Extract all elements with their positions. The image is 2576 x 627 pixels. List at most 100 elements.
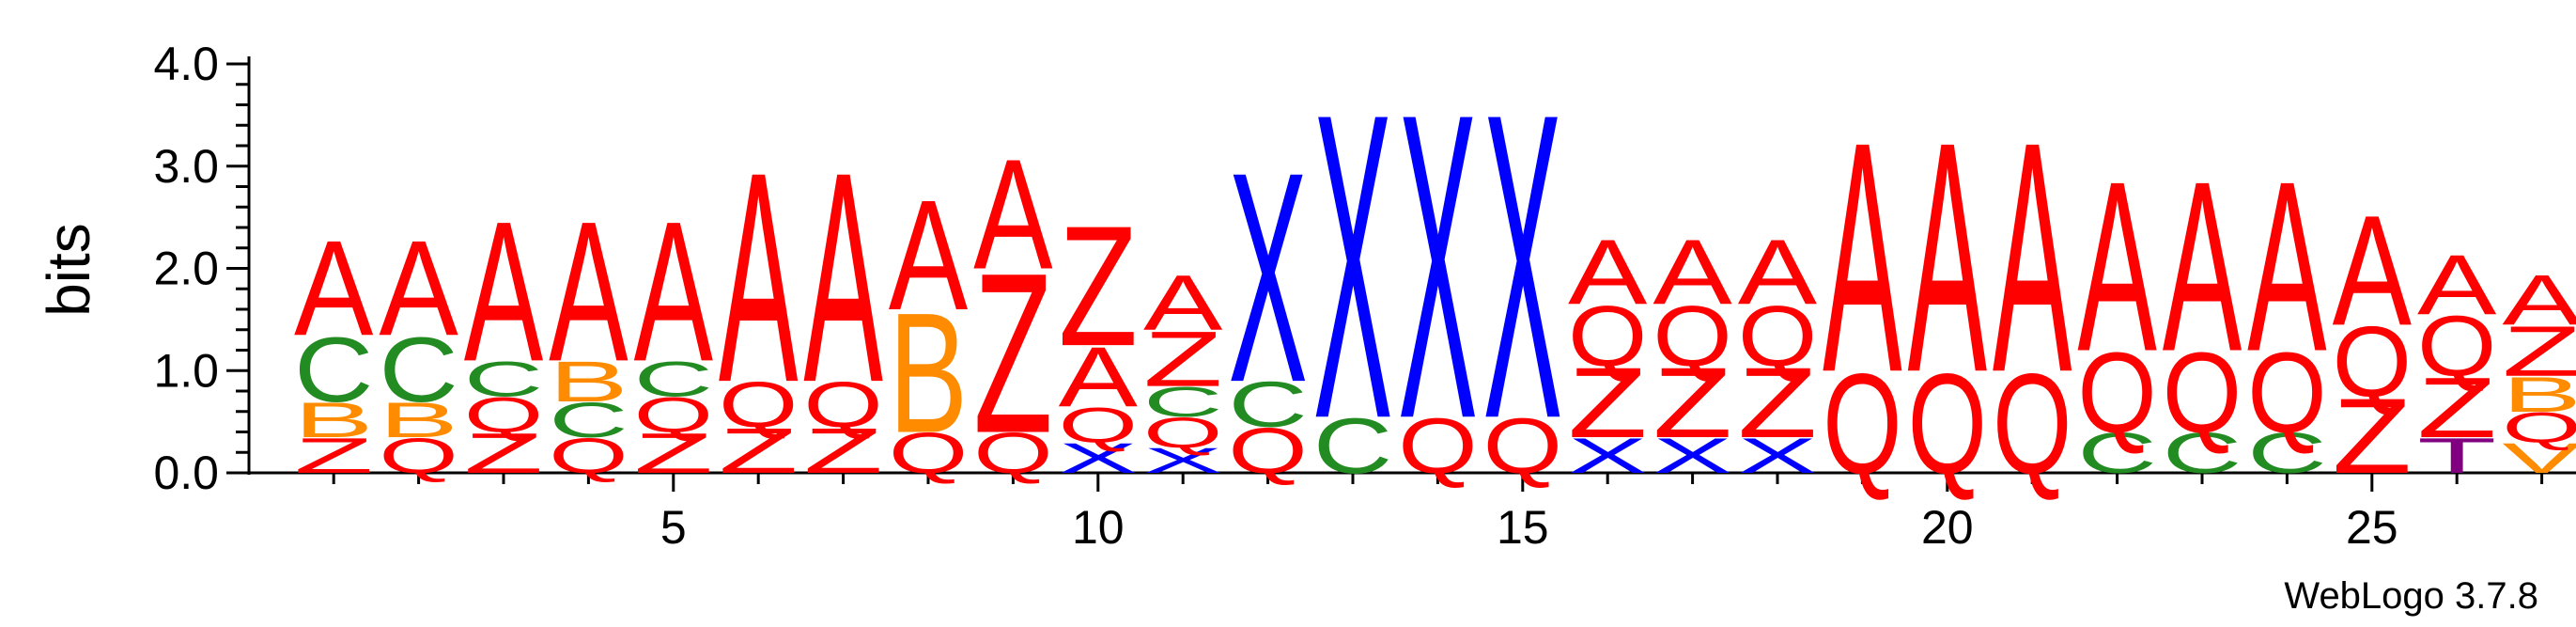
logo-letter-A: A — [803, 110, 882, 445]
y-tick-label: 0.0 — [153, 447, 219, 499]
logo-letter-Z: Z — [634, 421, 713, 485]
logo-letter-Q: Q — [2333, 306, 2412, 417]
logo-letter-A: A — [2417, 238, 2497, 334]
logo-letter-Q: Q — [1823, 344, 1901, 503]
logo-letter-Z: Z — [1568, 347, 1647, 459]
logo-letter-A: A — [889, 168, 969, 343]
logo-column-9: QZA — [973, 128, 1053, 486]
logo-letter-A: A — [1738, 221, 1818, 324]
logo-letter-Q: Q — [1483, 401, 1562, 490]
logo-letter-B: B — [889, 278, 968, 469]
y-axis: 0.0 1.0 2.0 3.0 4.0 — [153, 38, 251, 499]
logo-letter-A: A — [719, 110, 798, 445]
logo-letter-A: A — [2247, 132, 2327, 402]
logo-letter-A: A — [2163, 132, 2242, 402]
logo-letter-X: X — [1568, 428, 1647, 484]
logo-letter-X: X — [1483, 23, 1562, 509]
logo-letter-C: C — [634, 352, 713, 407]
logo-letter-A: A — [1653, 221, 1732, 324]
logo-letter-A: A — [379, 212, 458, 364]
logo-letter-C: C — [379, 317, 458, 420]
logo-letter-Z: Z — [464, 421, 543, 485]
logo-letter-X: X — [1653, 428, 1731, 484]
logo-column-25: ZQA — [2333, 183, 2413, 495]
logo-letter-X: X — [1738, 428, 1817, 484]
logo-letter-A: A — [634, 181, 714, 404]
logo-letter-A: A — [464, 181, 544, 404]
logo-letter-T: T — [2417, 428, 2496, 483]
logo-letter-Q: Q — [1228, 415, 1307, 487]
logo-letter-A: A — [2077, 132, 2157, 402]
logo-letter-Q: Q — [1568, 289, 1647, 384]
logo-letter-A: A — [1143, 259, 1223, 347]
y-axis-label: bits — [35, 223, 102, 317]
logo-letter-Z: Z — [803, 415, 882, 488]
logo-letter-B: B — [549, 350, 628, 414]
logo-letter-A: A — [1823, 73, 1902, 441]
x-tick-label: 20 — [1921, 501, 1974, 554]
logo-letter-Q: Q — [803, 369, 882, 441]
logo-letter-C: C — [549, 393, 628, 448]
logo-letter-C: C — [2077, 421, 2156, 485]
logo-column-14: QX — [1398, 23, 1477, 509]
logo-letter-Z: Z — [2333, 376, 2412, 496]
x-axis: 5 10 15 20 25 — [249, 471, 2576, 554]
logo-letter-Z: Z — [2502, 311, 2576, 391]
logo-letter-Q: Q — [1993, 344, 2072, 503]
logo-letter-Q: Q — [1398, 401, 1477, 490]
logo-letter-Q: Q — [2247, 330, 2326, 457]
logo-letter-Z: Z — [719, 415, 798, 488]
logo-letter-X: X — [1143, 440, 1222, 480]
logo-letter-C: C — [2247, 421, 2326, 485]
logo-letter-B: B — [379, 392, 458, 448]
logo-letter-Z: Z — [2417, 359, 2496, 455]
logo-column-21: QA — [1993, 73, 2072, 503]
x-tick-label: 25 — [2346, 501, 2398, 554]
logo-column-15: QX — [1483, 23, 1562, 509]
logo-letter-X: X — [1228, 110, 1307, 445]
logo-letter-Q: Q — [1908, 344, 1987, 503]
logo-letter-X: X — [1313, 23, 1392, 509]
x-tick-label: 10 — [1072, 501, 1125, 554]
logo-letter-A: A — [1059, 329, 1139, 425]
logo-column-24: CQA — [2247, 132, 2327, 485]
logo-letter-A: A — [2333, 183, 2413, 358]
logo-letter-C: C — [2163, 421, 2242, 485]
logo-letter-Z: Z — [1143, 316, 1222, 403]
logo-letter-Q: Q — [719, 369, 798, 441]
logo-letter-Q: Q — [379, 429, 458, 484]
logo-letter-Q: Q — [1143, 409, 1222, 457]
logo-column-12: QCX — [1228, 110, 1307, 487]
logo-letter-Z: Z — [1059, 192, 1138, 383]
logo-letter-A: A — [973, 128, 1053, 303]
logo-letter-A: A — [549, 181, 628, 404]
weblogo-credit: WebLogo 3.7.8 — [2284, 575, 2538, 617]
logo-column-19: QA — [1823, 73, 1902, 503]
logo-letter-Q: Q — [464, 387, 543, 443]
logo-letter-A: A — [1568, 221, 1648, 324]
logo-letter-Q: Q — [889, 421, 968, 485]
logo-letter-A: A — [294, 212, 374, 364]
logo-letter-Q: Q — [973, 421, 1052, 485]
logo-letter-Q: Q — [1653, 289, 1731, 384]
logo-letter-C: C — [464, 352, 543, 407]
logo-column-7: ZQA — [803, 110, 882, 487]
y-tick-label: 1.0 — [153, 344, 219, 397]
logo-letter-Q: Q — [1059, 398, 1138, 453]
y-tick-label: 4.0 — [153, 38, 219, 90]
logo-letter-C: C — [294, 317, 373, 420]
logo-column-23: CQA — [2163, 132, 2242, 485]
logo-letter-Q: Q — [1738, 289, 1817, 384]
logo-letter-Q: Q — [2417, 299, 2496, 395]
logo-letter-Z: Z — [294, 428, 373, 483]
